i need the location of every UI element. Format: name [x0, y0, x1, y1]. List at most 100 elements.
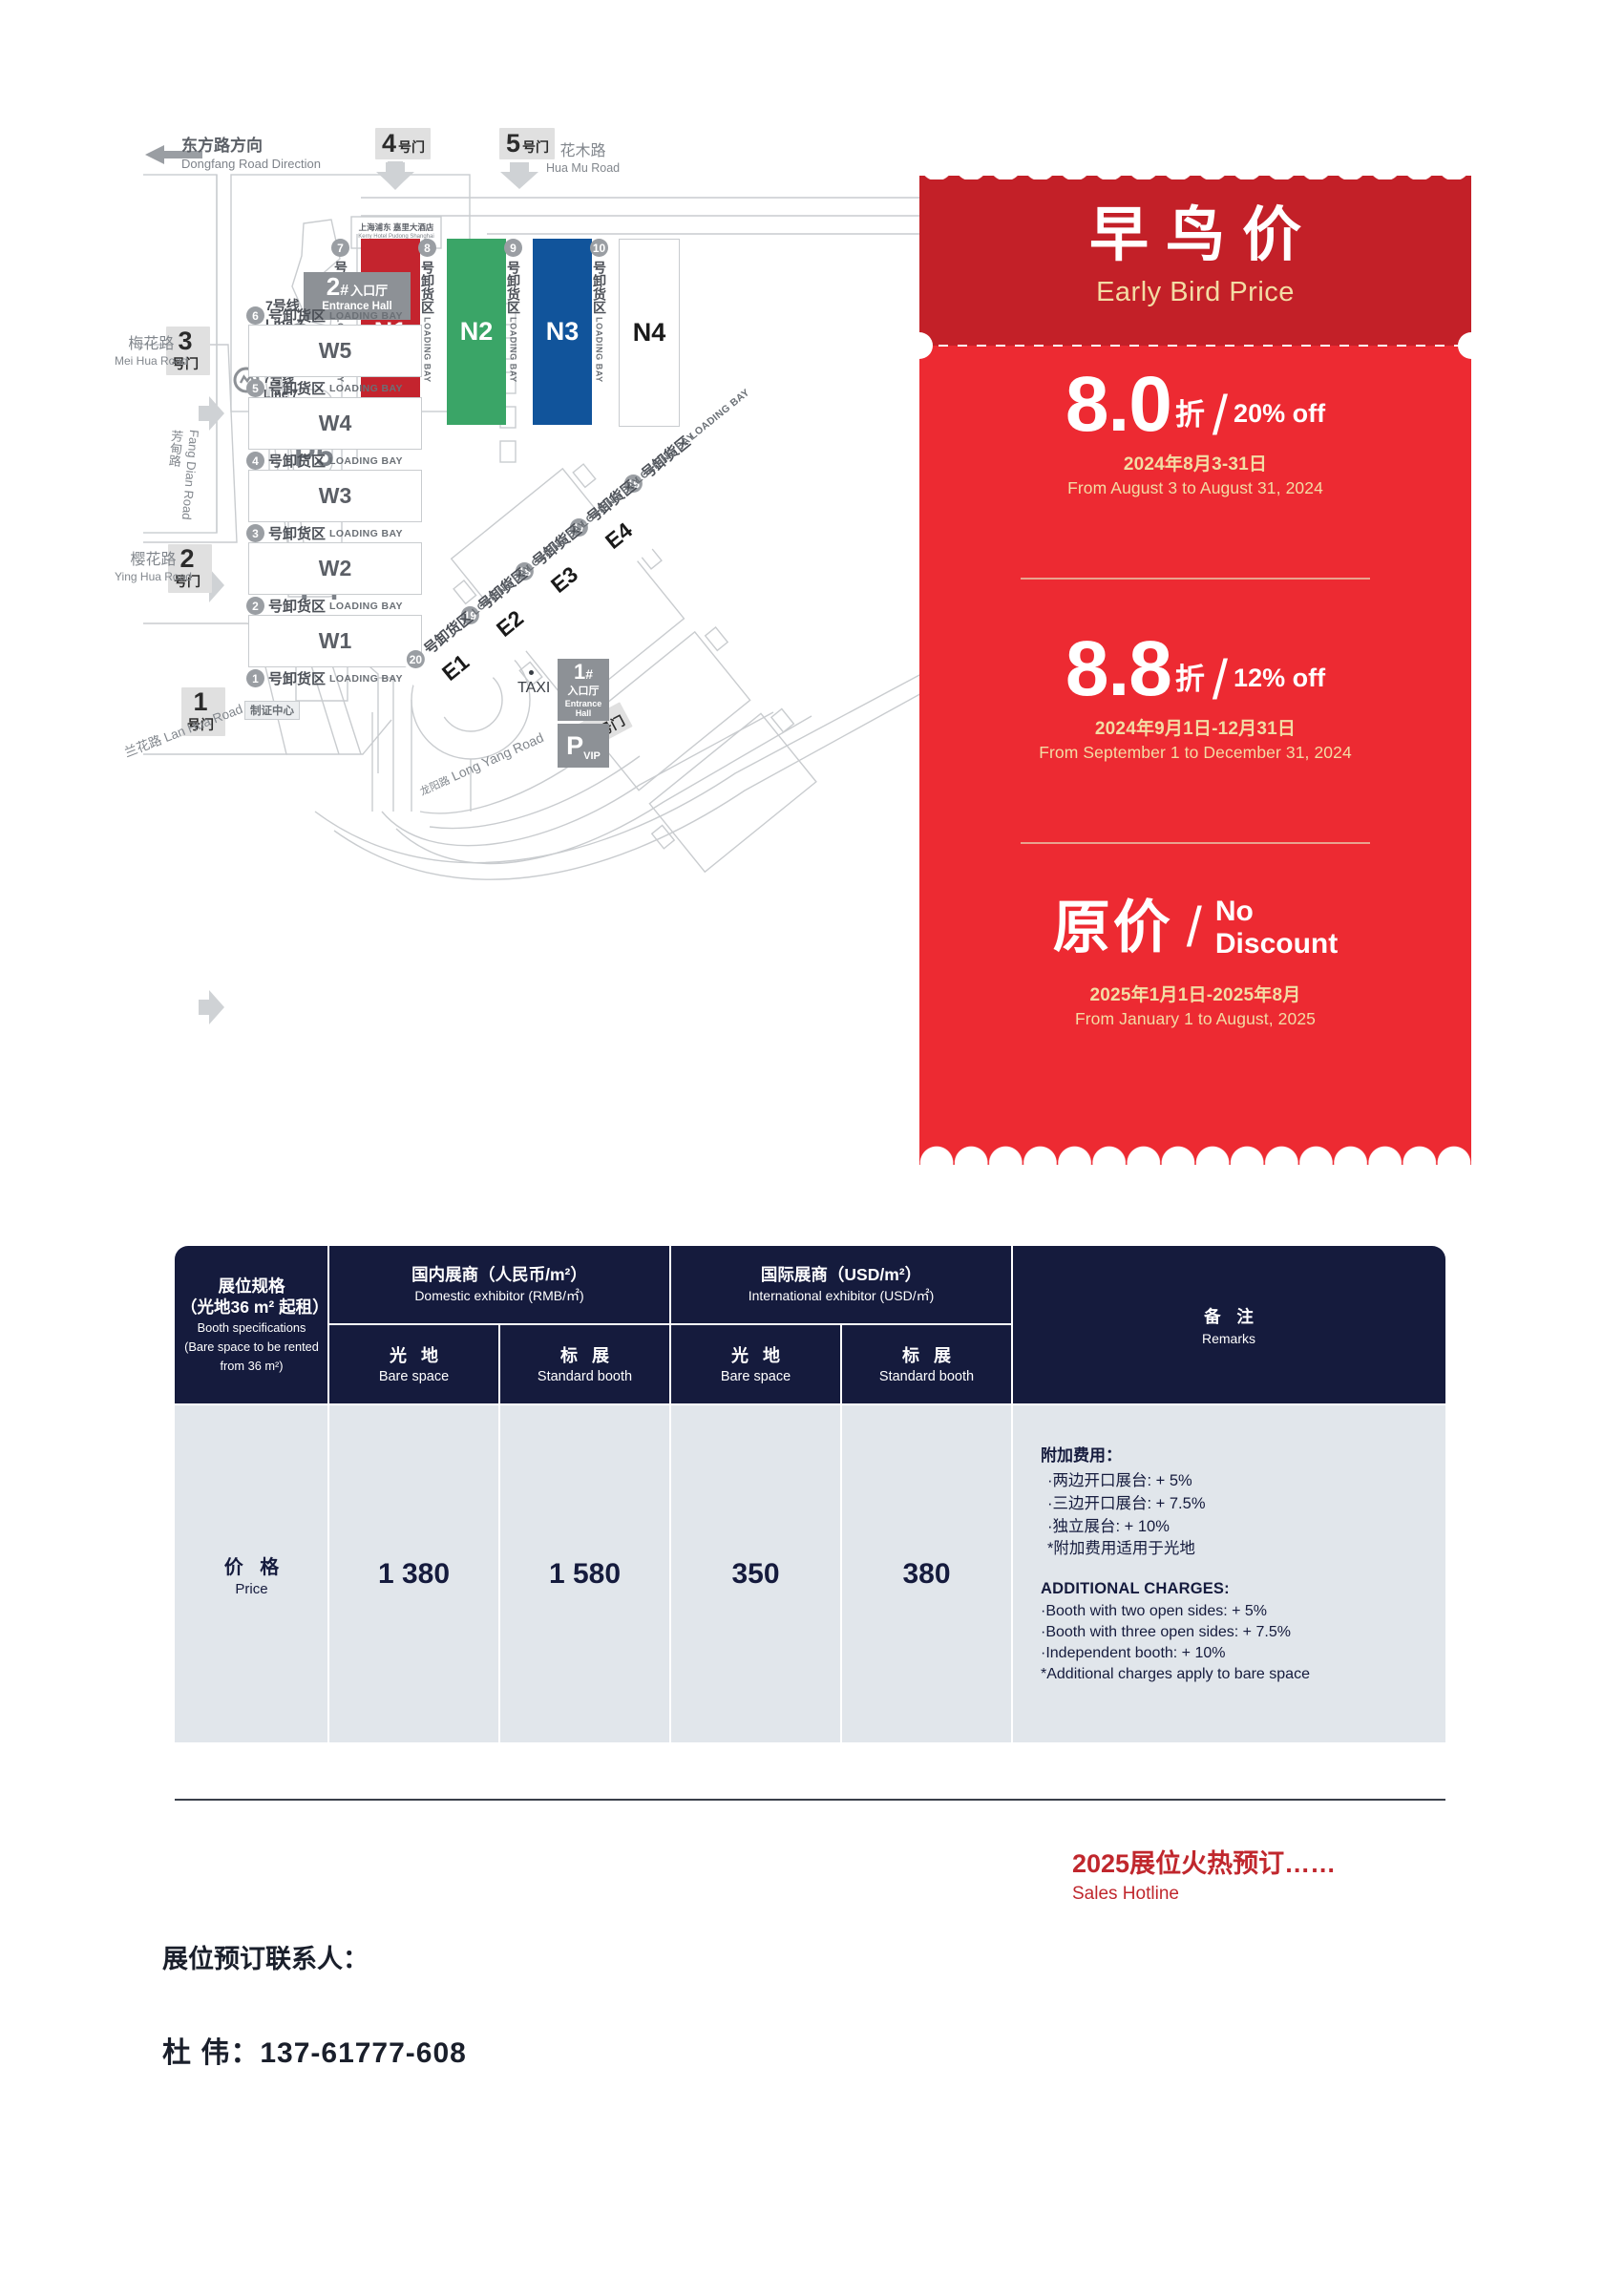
- hall-w2[interactable]: W2: [248, 542, 422, 595]
- header-divider-5: [1011, 1246, 1013, 1403]
- loading-bay-4: 4 号卸货区 LOADING BAY: [246, 451, 403, 471]
- notch-left: [906, 332, 933, 359]
- gate-4[interactable]: 4 号门: [375, 128, 432, 159]
- loading-bay-3: 3 号卸货区 LOADING BAY: [246, 523, 403, 543]
- coupon-title-en: Early Bird Price: [1096, 277, 1295, 307]
- tier2-date-cn: 2024年9月1日-12月31日: [1094, 719, 1297, 740]
- original-label-cn: 原价: [1052, 895, 1173, 960]
- gate-5[interactable]: 5 号门: [499, 128, 556, 159]
- gate-2[interactable]: 2 号门: [168, 544, 212, 593]
- original-label-en: No Discount: [1214, 896, 1339, 960]
- tier1-zhe: 折: [1174, 398, 1205, 432]
- cell-international-bare-space: 350: [731, 1557, 780, 1590]
- original-date-en: From January 1 to August, 2025: [1074, 1009, 1317, 1029]
- tier1-date-en: From August 3 to August 31, 2024: [1067, 478, 1323, 498]
- table-header-row: 展位规格 （光地36 m² 起租） Booth specifications (…: [175, 1246, 1445, 1403]
- body-divider-4: [840, 1405, 842, 1742]
- tier1-date-cn: 2024年8月3-31日: [1123, 454, 1268, 475]
- loading-bay-5: 5 号卸货区 LOADING BAY: [246, 378, 403, 398]
- perforation-line: [919, 345, 1471, 347]
- cell-remarks: 附加费用： ·两边开口展台: + 5% ·三边开口展台: + 7.5% ·独立展…: [1041, 1446, 1310, 1683]
- sales-hotline-cn: 2025展位火热预订……: [1072, 1849, 1337, 1878]
- body-divider-2: [498, 1405, 500, 1742]
- cell-domestic-bare-space: 1 380: [377, 1557, 451, 1590]
- header-domestic-standard-booth: 标 展 Standard booth: [537, 1346, 633, 1384]
- header-domestic-exhibitor: 国内展商（人民币/m²） Domestic exhibitor (RMB/㎡): [411, 1265, 587, 1304]
- header-divider-2: [498, 1323, 500, 1403]
- road-hua-mu: 花木路 Hua Mu Road: [546, 143, 621, 175]
- road-mei-hua: 梅花路 Mei Hua Road: [115, 336, 188, 368]
- sales-hotline-en: Sales Hotline: [1072, 1884, 1179, 1904]
- loading-bay-9: 9 号卸货区 LOADING BAY: [504, 239, 522, 383]
- loading-bay-1: 1 号卸货区 LOADING BAY: [246, 668, 403, 688]
- early-bird-coupon: 早鸟价 Early Bird Price 8.0 折 / 20% off 202…: [906, 160, 1485, 1180]
- contact-value[interactable]: 杜 伟：137-61777-608: [162, 2037, 467, 2069]
- gate-1[interactable]: 1 号门: [181, 687, 225, 736]
- hall-w3[interactable]: W3: [248, 470, 422, 522]
- header-divider-horizontal: [328, 1323, 1012, 1325]
- coupon-body: [919, 346, 1471, 1165]
- coupon-tier-1: 8.0 折 / 20% off 2024年8月3-31日 From August…: [919, 361, 1471, 498]
- loading-bay-2: 2 号卸货区 LOADING BAY: [246, 596, 403, 616]
- tier2-value: 8.8: [1065, 625, 1172, 712]
- badge-center-label: 制证中心: [244, 701, 300, 720]
- header-remarks: 备 注 Remarks: [1201, 1306, 1259, 1346]
- sales-hotline-block: 2025展位火热预订…… Sales Hotline: [1072, 1843, 1336, 1905]
- gate-3[interactable]: 3 号门: [166, 327, 210, 375]
- coupon-header: 早鸟价 Early Bird Price: [919, 176, 1471, 346]
- contact-label: 展位预订联系人：: [162, 1945, 369, 1973]
- hall-n4[interactable]: N4: [619, 239, 680, 427]
- original-slash: /: [1186, 896, 1202, 959]
- hall-w4[interactable]: W4: [248, 397, 422, 450]
- tier2-slash: /: [1212, 649, 1229, 712]
- coupon-divider-1: [1021, 578, 1370, 580]
- hall-w1[interactable]: W1: [248, 615, 422, 667]
- loading-bay-6: 6 号卸货区 LOADING BAY: [246, 306, 403, 326]
- scallop-top-edge: [919, 160, 1471, 179]
- road-fang-dian-cn: 芳甸路: [166, 429, 184, 468]
- header-international-standard-booth: 标 展 Standard booth: [878, 1346, 975, 1384]
- taxi-label: TAXI: [517, 680, 551, 696]
- entrance-hall-2[interactable]: 2 # 入口厅 Entrance Hall: [304, 272, 411, 320]
- vip-parking[interactable]: P VIP: [558, 724, 609, 768]
- body-divider-3: [669, 1405, 671, 1742]
- original-date-cn: 2025年1月1日-2025年8月: [1089, 985, 1301, 1006]
- cell-price-label: 价 格 Price: [223, 1556, 285, 1597]
- cell-domestic-standard-booth: 1 580: [548, 1557, 622, 1590]
- hall-n2[interactable]: N2: [447, 239, 506, 425]
- coupon-divider-2: [1021, 842, 1370, 844]
- scallop-bottom-edge: [919, 1146, 1471, 1167]
- loading-bay-8: 8 号卸货区 LOADING BAY: [418, 239, 436, 383]
- body-divider-5: [1011, 1405, 1013, 1742]
- coupon-tier-2: 8.8 折 / 12% off 2024年9月1日-12月31日 From Se…: [919, 625, 1471, 763]
- hall-n3[interactable]: N3: [533, 239, 592, 425]
- pricing-table: 展位规格 （光地36 m² 起租） Booth specifications (…: [175, 1246, 1445, 1742]
- venue-map: 东方路方向 Dongfang Road Direction 上海浦东 嘉里大酒店…: [115, 128, 936, 1213]
- header-divider-4: [840, 1323, 842, 1403]
- table-row: 价 格 Price 1 380 1 580 350 380 附加费用： ·两边开…: [175, 1405, 1445, 1742]
- hall-w5[interactable]: W5: [248, 325, 422, 377]
- cell-international-standard-booth: 380: [902, 1557, 951, 1590]
- header-booth-specifications: 展位规格 （光地36 m² 起租） Booth specifications (…: [180, 1276, 329, 1373]
- tier2-percent: 12% off: [1234, 664, 1326, 693]
- tier1-value: 8.0: [1065, 361, 1172, 448]
- tier2-date-en: From September 1 to December 31, 2024: [1039, 743, 1352, 763]
- header-domestic-bare-space: 光 地 Bare space: [378, 1346, 450, 1384]
- taxi-dot-icon: [529, 670, 534, 675]
- loading-bay-10: 10 号卸货区 LOADING BAY: [590, 239, 608, 383]
- hotel-label: 上海浦东 嘉里大酒店 Kerry Hotel Pudong Shanghai: [358, 222, 434, 240]
- notch-right: [1458, 332, 1485, 359]
- header-international-exhibitor: 国际展商（USD/m²） International exhibitor (US…: [748, 1265, 935, 1304]
- coupon-original-price: 原价 / No Discount 2025年1月1日-2025年8月 From …: [919, 896, 1471, 1029]
- entrance-hall-1[interactable]: 1 # 入口厅 Entrance Hall: [558, 659, 609, 721]
- body-divider-1: [327, 1405, 329, 1742]
- direction-label: 东方路方向 Dongfang Road Direction: [181, 137, 321, 171]
- tier1-slash: /: [1212, 385, 1229, 448]
- coupon-title-cn: 早鸟价: [1088, 202, 1318, 268]
- footer-divider: [175, 1799, 1445, 1801]
- direction-arrow-icon: [145, 145, 202, 164]
- tier1-percent: 20% off: [1234, 399, 1326, 429]
- header-international-bare-space: 光 地 Bare space: [720, 1346, 791, 1384]
- tier2-zhe: 折: [1174, 663, 1205, 697]
